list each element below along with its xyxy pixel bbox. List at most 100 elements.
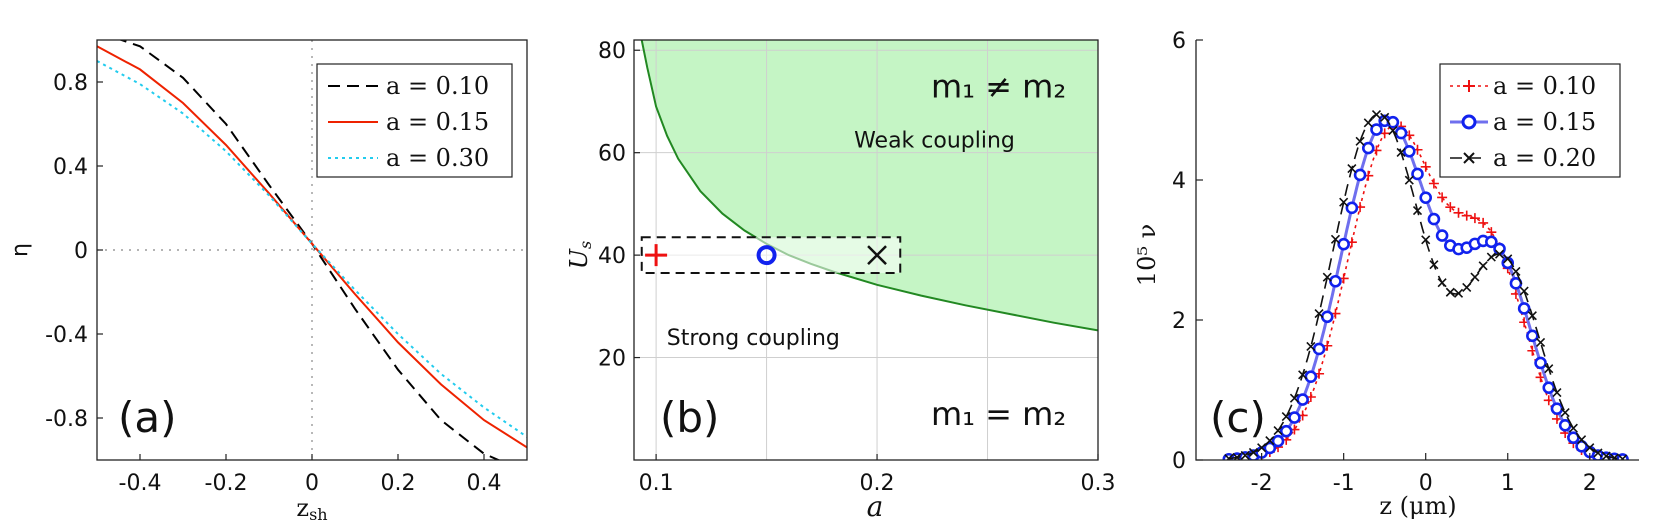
panel-b-ylabel: Us bbox=[565, 241, 595, 269]
series-marker bbox=[1396, 147, 1406, 157]
series-marker bbox=[1558, 418, 1572, 432]
panel-c: -2 -1 0 1 2 0 2 4 6 10⁵ ν z (μm) (c) a = 0.10 a … bbox=[1133, 29, 1639, 520]
series-marker bbox=[1453, 288, 1464, 298]
series-marker bbox=[1577, 435, 1587, 445]
series-marker bbox=[1371, 109, 1382, 120]
series-marker bbox=[1420, 161, 1431, 172]
panel-c-legend: a = 0.10 a = 0.15 a = 0.20 bbox=[1439, 63, 1621, 178]
panel-b-ylabel-main: U bbox=[565, 248, 593, 269]
region-label: m₁ ≠ m₂ bbox=[931, 67, 1066, 105]
y-tick-label: -0.8 bbox=[45, 407, 88, 432]
y-tick-label: 4 bbox=[1172, 169, 1186, 194]
series-marker bbox=[1478, 261, 1488, 271]
x-tick-label: 0.2 bbox=[381, 471, 416, 496]
series-marker bbox=[1322, 272, 1332, 282]
series-marker bbox=[1320, 310, 1334, 324]
panel-a-reference-lines bbox=[97, 40, 527, 460]
series-marker bbox=[1296, 393, 1309, 406]
series-marker bbox=[1445, 287, 1455, 297]
series-marker bbox=[1428, 178, 1439, 189]
series-line-1 bbox=[97, 45, 527, 449]
series-marker bbox=[1288, 411, 1301, 424]
series-marker bbox=[1435, 229, 1449, 242]
panel-b-markers bbox=[645, 244, 887, 267]
panel-a-ylabel: η bbox=[8, 243, 33, 257]
series-marker bbox=[1478, 217, 1489, 228]
series-marker bbox=[1526, 329, 1539, 343]
weak-region-fill bbox=[641, 40, 1098, 331]
y-tick-label: 80 bbox=[598, 39, 626, 64]
legend-marker bbox=[1463, 152, 1475, 164]
series-marker bbox=[1493, 242, 1506, 256]
series-marker bbox=[1575, 440, 1588, 453]
series-marker bbox=[1519, 286, 1529, 296]
panel-b-label: (b) bbox=[660, 393, 719, 442]
y-tick-label: -0.4 bbox=[45, 323, 88, 348]
series-marker bbox=[1404, 175, 1414, 185]
marker-plus bbox=[645, 244, 668, 267]
series-marker bbox=[1552, 387, 1562, 398]
panel-a-ticks: -0.4 -0.2 0 0.2 0.4 -0.8 -0.4 0 0.4 0.8 bbox=[45, 71, 501, 496]
series-marker bbox=[1248, 447, 1258, 457]
panel-b-ylabel-sub: s bbox=[576, 241, 595, 249]
panel-c-series bbox=[1222, 109, 1629, 460]
panel-a-series bbox=[97, 40, 527, 460]
y-tick-label: 20 bbox=[598, 347, 626, 372]
series-marker bbox=[1486, 252, 1496, 262]
series-marker bbox=[1337, 237, 1350, 251]
panel-c-legend-label: a = 0.10 bbox=[1493, 72, 1596, 100]
legend-marker bbox=[1461, 114, 1477, 130]
series-marker bbox=[1445, 202, 1456, 213]
series-marker bbox=[1585, 443, 1595, 453]
series-marker bbox=[1353, 168, 1367, 182]
panel-b-weak-region bbox=[641, 40, 1098, 331]
x-tick-label: 1 bbox=[1501, 471, 1515, 496]
y-tick-label: 0 bbox=[1172, 449, 1186, 474]
series-marker bbox=[1304, 370, 1318, 384]
series-marker bbox=[1412, 205, 1423, 216]
series-marker bbox=[1394, 126, 1408, 140]
series-marker bbox=[1503, 254, 1513, 264]
panel-a-label: (a) bbox=[118, 393, 177, 442]
x-tick-label: -0.2 bbox=[205, 471, 248, 496]
highlight-box-rect bbox=[640, 236, 902, 275]
series-marker bbox=[1453, 207, 1464, 218]
marker-cross bbox=[867, 245, 887, 266]
y-tick-label: 0 bbox=[74, 239, 88, 264]
panel-a-legend-label: a = 0.15 bbox=[386, 108, 489, 136]
series-marker bbox=[1330, 234, 1341, 244]
series-marker bbox=[1511, 266, 1521, 277]
marker-circle bbox=[756, 245, 777, 266]
x-tick-label: 0 bbox=[1419, 471, 1433, 496]
series-marker bbox=[1527, 311, 1537, 321]
series-marker bbox=[1534, 356, 1547, 370]
series-marker bbox=[1462, 282, 1472, 292]
series-marker bbox=[1535, 337, 1546, 347]
y-tick-label: 6 bbox=[1172, 29, 1186, 54]
series-marker bbox=[1361, 141, 1375, 155]
region-label: Strong coupling bbox=[667, 326, 840, 351]
series-marker bbox=[1461, 210, 1472, 221]
series-marker bbox=[1329, 274, 1342, 288]
series-marker bbox=[1388, 125, 1398, 136]
x-tick-label: -2 bbox=[1251, 471, 1273, 496]
series-marker bbox=[1421, 235, 1431, 245]
series-marker bbox=[1411, 167, 1424, 181]
panel-c-legend-label: a = 0.20 bbox=[1493, 144, 1596, 172]
panel-c-label: (c) bbox=[1210, 393, 1266, 442]
panel-c-ylabel: 10⁵ ν bbox=[1133, 224, 1161, 286]
series-marker bbox=[1224, 453, 1234, 460]
series-marker bbox=[1240, 450, 1250, 460]
region-label: Weak coupling bbox=[854, 129, 1015, 154]
series-marker bbox=[1402, 144, 1416, 158]
panel-a-legend-label: a = 0.30 bbox=[386, 144, 489, 172]
series-marker bbox=[1380, 112, 1390, 122]
series-marker bbox=[1469, 213, 1480, 224]
x-tick-label: 0.1 bbox=[639, 471, 674, 496]
x-tick-label: 0 bbox=[305, 471, 319, 496]
y-tick-label: 2 bbox=[1172, 309, 1186, 334]
panel-c-legend-label: a = 0.15 bbox=[1493, 108, 1596, 136]
legend-marker bbox=[1463, 80, 1475, 92]
panel-b-highlight-box bbox=[640, 236, 902, 275]
